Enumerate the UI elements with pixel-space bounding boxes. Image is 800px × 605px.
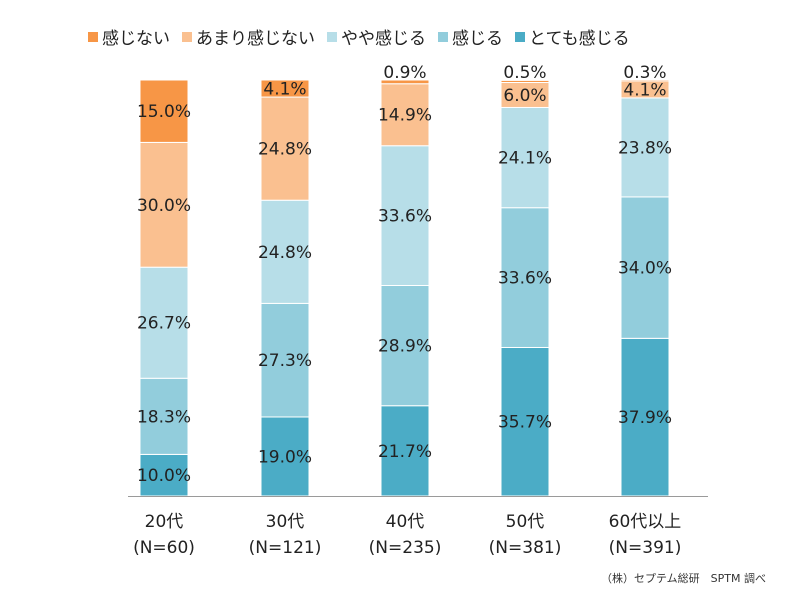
data-label: 24.1% bbox=[498, 149, 552, 169]
data-label: 21.7% bbox=[378, 442, 432, 462]
bar-segment bbox=[260, 79, 310, 98]
source-note: （株）セプテム総研 SPTM 調べ bbox=[601, 572, 766, 585]
bar-segment bbox=[620, 79, 670, 82]
data-label: 33.6% bbox=[498, 269, 552, 289]
legend-label: あまり感じない bbox=[196, 29, 315, 49]
bar-segment bbox=[139, 377, 189, 455]
data-label: 0.5% bbox=[503, 63, 546, 83]
bar-segment bbox=[260, 416, 310, 497]
data-label: 19.0% bbox=[258, 447, 312, 467]
category-label: 40代 bbox=[386, 512, 425, 532]
bar-segment bbox=[620, 196, 670, 339]
legend-label: 感じない bbox=[102, 29, 170, 49]
category-sample-size: (N=235) bbox=[369, 538, 442, 558]
legend-swatch bbox=[327, 31, 337, 42]
category-sample-size: (N=121) bbox=[249, 538, 322, 558]
data-label: 37.9% bbox=[618, 408, 672, 428]
category-label: 60代以上 bbox=[609, 512, 682, 532]
data-label: 15.0% bbox=[137, 102, 191, 122]
data-label: 0.9% bbox=[383, 63, 426, 83]
bar-segment bbox=[620, 97, 670, 198]
bar-segment bbox=[380, 145, 430, 287]
bar-segment bbox=[260, 199, 310, 304]
data-label: 27.3% bbox=[258, 351, 312, 371]
data-label: 26.7% bbox=[137, 314, 191, 334]
legend-item: とても感じる bbox=[515, 24, 630, 49]
bar-segment bbox=[500, 106, 550, 209]
category-sample-size: (N=381) bbox=[489, 538, 562, 558]
bar-segment bbox=[139, 453, 189, 497]
bar-segment bbox=[500, 207, 550, 348]
legend-item: あまり感じない bbox=[182, 24, 315, 49]
category-sample-size: (N=60) bbox=[133, 538, 195, 558]
legend-swatch bbox=[88, 31, 98, 42]
bar-segment bbox=[139, 141, 189, 268]
data-label: 6.0% bbox=[503, 86, 546, 106]
legend-label: やや感じる bbox=[341, 29, 426, 49]
bar-segment bbox=[260, 302, 310, 418]
data-label: 18.3% bbox=[137, 407, 191, 427]
legend: 感じない あまり感じない やや感じる 感じる とても感じる bbox=[88, 24, 630, 49]
data-label: 4.1% bbox=[623, 80, 666, 100]
legend-swatch bbox=[438, 31, 448, 42]
legend-label: とても感じる bbox=[529, 29, 630, 49]
legend-item: やや感じる bbox=[327, 24, 426, 49]
category-label: 50代 bbox=[506, 512, 545, 532]
bar-segment bbox=[380, 285, 430, 407]
data-label: 4.1% bbox=[263, 80, 306, 100]
data-label: 10.0% bbox=[137, 466, 191, 486]
data-label: 24.8% bbox=[258, 140, 312, 160]
data-label: 24.8% bbox=[258, 243, 312, 263]
data-label: 30.0% bbox=[137, 196, 191, 216]
data-label: 34.0% bbox=[618, 259, 672, 279]
data-label: 28.9% bbox=[378, 337, 432, 357]
legend-label: 感じる bbox=[452, 29, 503, 49]
legend-swatch bbox=[515, 31, 525, 42]
category-label: 20代 bbox=[145, 512, 184, 532]
data-label: 0.3% bbox=[623, 63, 666, 83]
category-label: 30代 bbox=[266, 512, 305, 532]
bar-segment bbox=[260, 96, 310, 201]
data-label: 35.7% bbox=[498, 413, 552, 433]
legend-item: 感じる bbox=[438, 24, 503, 49]
bar-segment bbox=[500, 346, 550, 497]
bar-segment bbox=[380, 83, 430, 147]
category-sample-size: (N=391) bbox=[609, 538, 682, 558]
legend-item: 感じない bbox=[88, 24, 170, 49]
data-label: 14.9% bbox=[378, 106, 432, 126]
data-label: 23.8% bbox=[618, 138, 672, 158]
bar-segment bbox=[500, 79, 550, 83]
legend-swatch bbox=[182, 31, 192, 42]
data-label: 33.6% bbox=[378, 207, 432, 227]
bar-segment bbox=[139, 79, 189, 143]
bar-segment bbox=[380, 79, 430, 85]
